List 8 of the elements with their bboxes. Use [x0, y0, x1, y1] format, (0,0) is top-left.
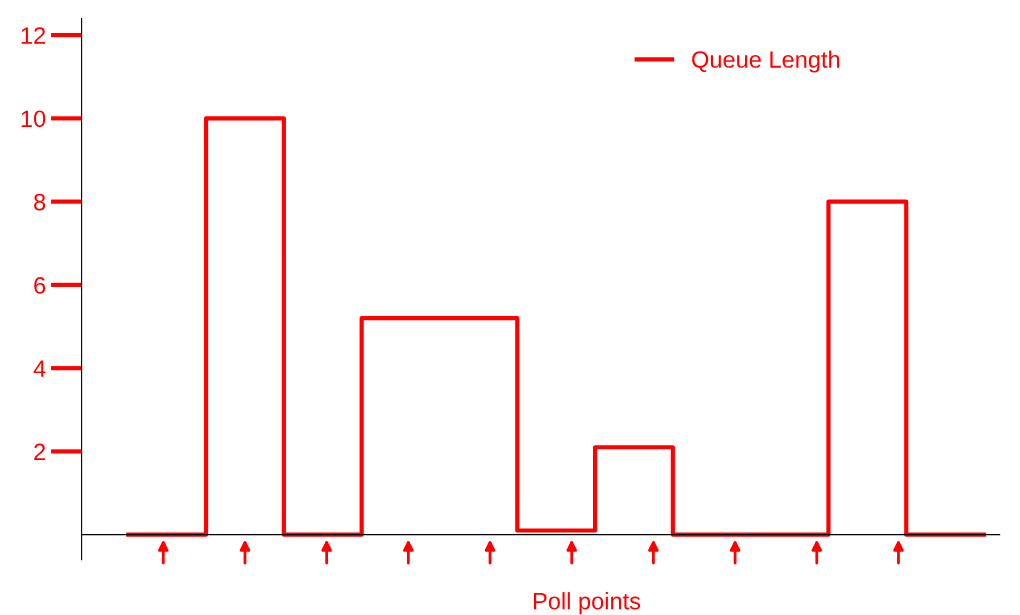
- y-tick-label: 10: [21, 110, 46, 128]
- y-tick-label: 6: [34, 276, 46, 294]
- y-tick-label: 2: [34, 443, 45, 460]
- x-axis-title: Poll points: [533, 592, 641, 615]
- y-tick-label: 4: [33, 360, 46, 377]
- legend-label: Queue Length: [692, 50, 840, 73]
- y-tick-label: 8: [34, 193, 46, 211]
- y-tick-label: 12: [21, 27, 45, 44]
